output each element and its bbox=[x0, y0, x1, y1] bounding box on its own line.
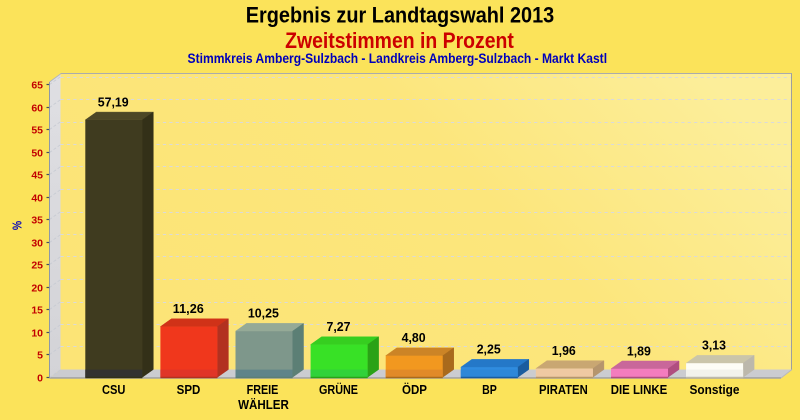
svg-text:30: 30 bbox=[31, 238, 43, 250]
svg-text:3,13: 3,13 bbox=[702, 338, 726, 353]
svg-text:55: 55 bbox=[31, 125, 43, 137]
svg-text:10: 10 bbox=[31, 328, 43, 340]
svg-text:FREIE: FREIE bbox=[247, 382, 279, 397]
svg-text:Sonstige: Sonstige bbox=[690, 382, 740, 397]
svg-text:Ergebnis zur Landtagswahl 2013: Ergebnis zur Landtagswahl 2013 bbox=[246, 2, 555, 27]
svg-text:7,27: 7,27 bbox=[327, 319, 351, 334]
svg-text:25: 25 bbox=[31, 260, 43, 272]
svg-text:PIRATEN: PIRATEN bbox=[539, 382, 588, 397]
svg-text:WÄHLER: WÄHLER bbox=[238, 397, 289, 412]
svg-text:SPD: SPD bbox=[177, 382, 201, 397]
svg-text:ÖDP: ÖDP bbox=[402, 382, 427, 397]
svg-text:Stimmkreis Amberg-Sulzbach - L: Stimmkreis Amberg-Sulzbach - Landkreis A… bbox=[188, 51, 608, 66]
svg-text:20: 20 bbox=[31, 283, 43, 295]
svg-text:CSU: CSU bbox=[102, 382, 125, 397]
svg-text:1,89: 1,89 bbox=[627, 343, 651, 358]
svg-text:11,26: 11,26 bbox=[173, 301, 204, 316]
svg-text:0: 0 bbox=[37, 373, 43, 385]
svg-text:BP: BP bbox=[482, 382, 497, 397]
svg-text:10,25: 10,25 bbox=[248, 306, 279, 321]
svg-text:2,25: 2,25 bbox=[477, 342, 501, 357]
svg-text:45: 45 bbox=[31, 170, 43, 182]
svg-text:1,96: 1,96 bbox=[552, 343, 576, 358]
svg-text:50: 50 bbox=[31, 148, 43, 160]
svg-text:Zweitstimmen in Prozent: Zweitstimmen in Prozent bbox=[285, 28, 514, 53]
svg-text:15: 15 bbox=[31, 305, 43, 317]
svg-text:40: 40 bbox=[31, 193, 43, 205]
svg-text:65: 65 bbox=[31, 80, 43, 92]
svg-text:35: 35 bbox=[31, 215, 43, 227]
svg-text:60: 60 bbox=[31, 103, 43, 115]
svg-text:4,80: 4,80 bbox=[402, 330, 426, 345]
svg-text:57,19: 57,19 bbox=[98, 94, 129, 109]
svg-text:%: % bbox=[11, 221, 25, 230]
svg-text:5: 5 bbox=[37, 350, 43, 362]
svg-text:GRÜNE: GRÜNE bbox=[319, 382, 358, 397]
svg-text:DIE LINKE: DIE LINKE bbox=[611, 382, 668, 397]
